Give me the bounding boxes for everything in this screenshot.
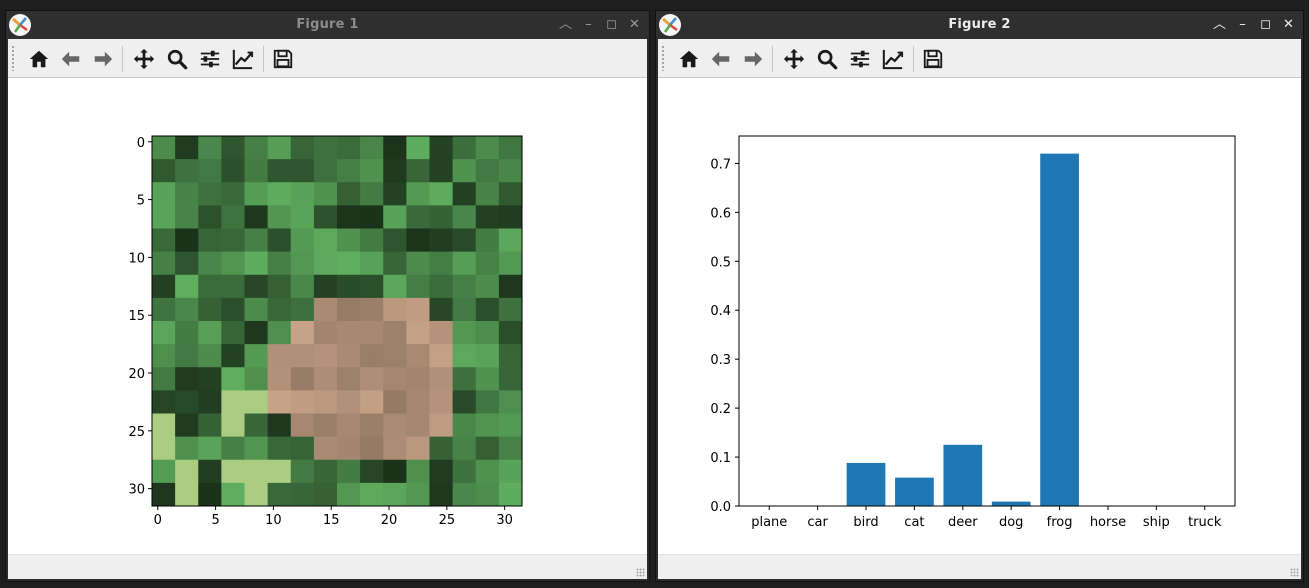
window-title: Figure 1 [296,17,359,32]
status-bar [658,554,1301,579]
y-tick-label: 0.3 [710,353,731,368]
y-tick-label: 0 [137,136,145,151]
app-icon[interactable] [9,14,31,36]
toolbar-separator [263,46,264,72]
x-tick-label: plane [751,515,787,530]
x-tick-label: 10 [265,513,282,528]
close-icon[interactable]: ✕ [1283,17,1294,32]
y-tick-label: 10 [128,251,145,266]
forward-arrow-icon[interactable] [90,46,116,72]
y-tick-label: 0.6 [710,206,731,221]
pan-icon[interactable] [131,46,157,72]
zoom-icon[interactable] [814,46,840,72]
resize-grip[interactable] [1290,568,1299,577]
maximize-icon[interactable]: ◻ [606,17,617,32]
toolbar-separator [913,46,914,72]
configure-subplots-icon[interactable] [847,46,873,72]
app-icon[interactable] [659,14,681,36]
x-tick-label: 0 [154,513,162,528]
home-icon[interactable] [26,46,52,72]
y-tick-label: 15 [128,309,145,324]
y-tick-label: 0.1 [710,451,731,466]
figure-2-window[interactable]: Figure 2 ︿ – ◻ ✕ plane car bird cat deer dog f… [655,10,1304,582]
x-tick-label: car [807,515,828,530]
y-tick-label: 20 [128,367,145,382]
home-icon[interactable] [676,46,702,72]
resize-grip[interactable] [636,568,645,577]
title-bar[interactable]: Figure 2 ︿ – ◻ ✕ [656,11,1303,39]
toolbar [8,39,647,78]
figure-1-window[interactable]: Figure 1 ︿ – ◻ ✕ 0 5 10 15 20 25 30 0 5 10 15 20 25 3… [5,10,650,582]
x-tick-label: 30 [496,513,513,528]
pan-icon[interactable] [781,46,807,72]
bar-cat [895,477,934,506]
x-tick-label: deer [948,515,978,530]
bar-chart[interactable]: plane car bird cat deer dog frog horse ship truck… [658,78,1303,559]
edit-axes-icon[interactable] [880,46,906,72]
bar-bird [846,462,886,506]
status-bar [8,554,647,579]
x-tick-label: ship [1143,515,1170,530]
save-icon[interactable] [270,46,296,72]
toolbar-grip[interactable] [661,45,665,71]
figure-canvas[interactable]: 0 5 10 15 20 25 30 0 5 10 15 20 25 30 [8,78,647,555]
bar-dog [991,501,1031,506]
x-tick-label: horse [1090,515,1126,530]
edit-axes-icon[interactable] [230,46,256,72]
y-tick-label: 30 [128,483,145,498]
figure-canvas[interactable]: plane car bird cat deer dog frog horse ship truck… [658,78,1301,555]
y-tick-label: 0.5 [710,255,731,270]
x-tick-label: frog [1047,515,1073,530]
save-icon[interactable] [920,46,946,72]
back-arrow-icon[interactable] [58,46,84,72]
axes-frame [738,135,1236,507]
zoom-icon[interactable] [164,46,190,72]
y-tick-label: 0.2 [710,402,731,417]
y-tick-label: 5 [137,194,145,209]
close-icon[interactable]: ✕ [629,17,640,32]
y-tick-label: 0.7 [710,157,731,172]
y-tick-label: 25 [128,425,145,440]
toolbar-separator [772,46,773,72]
minimize-icon[interactable]: – [1239,17,1246,32]
y-tick-label: 0.0 [710,500,731,515]
x-tick-label: 20 [381,513,398,528]
shade-icon[interactable]: ︿ [1212,17,1226,32]
title-bar[interactable]: Figure 1 ︿ – ◻ ✕ [6,11,649,39]
x-tick-label: cat [904,515,924,530]
axes-frame [151,135,523,507]
frog-image [152,136,523,507]
toolbar-grip[interactable] [11,45,15,71]
shade-icon[interactable]: ︿ [558,17,572,32]
x-tick-label: bird [853,515,878,530]
window-title: Figure 2 [948,17,1011,32]
configure-subplots-icon[interactable] [197,46,223,72]
image-plot[interactable]: 0 5 10 15 20 25 30 0 5 10 15 20 25 30 [8,78,649,559]
x-tick-label: 25 [439,513,456,528]
y-tick-label: 0.4 [710,304,731,319]
minimize-icon[interactable]: – [585,17,592,32]
maximize-icon[interactable]: ◻ [1260,17,1271,32]
x-tick-label: 15 [323,513,340,528]
forward-arrow-icon[interactable] [740,46,766,72]
bar-deer [943,444,983,506]
bar-frog [1040,153,1079,506]
toolbar-separator [122,46,123,72]
x-tick-label: dog [999,515,1023,530]
toolbar [658,39,1301,78]
x-tick-label: truck [1188,515,1222,530]
x-tick-label: 5 [211,513,219,528]
back-arrow-icon[interactable] [708,46,734,72]
